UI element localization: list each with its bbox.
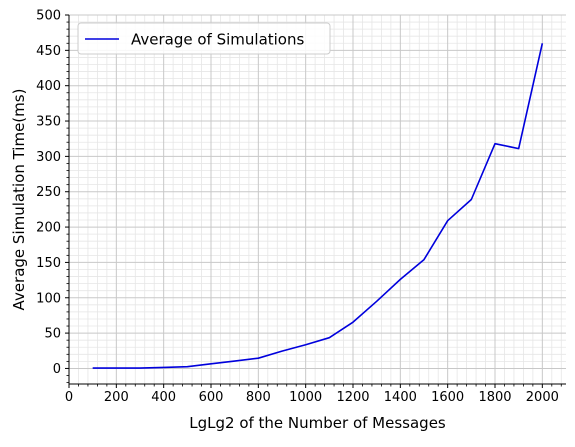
x-tick-label: 1600 bbox=[431, 390, 464, 405]
x-tick-label: 0 bbox=[65, 390, 73, 405]
minor-gridlines bbox=[69, 15, 566, 384]
y-tick-label: 350 bbox=[36, 115, 61, 130]
y-axis-ticks: 0 50 100 150 200 250 300 350 400 450 500 bbox=[36, 9, 69, 383]
y-tick-label: 100 bbox=[36, 291, 61, 306]
legend-label-average-of-simulations: Average of Simulations bbox=[131, 31, 304, 49]
x-tick-label: 800 bbox=[246, 390, 271, 405]
y-tick-label: 150 bbox=[36, 256, 61, 271]
x-tick-label: 2000 bbox=[526, 390, 559, 405]
y-tick-label: 0 bbox=[53, 362, 61, 377]
legend: Average of Simulations bbox=[78, 23, 330, 54]
major-gridlines bbox=[69, 15, 566, 384]
y-tick-label: 50 bbox=[44, 327, 61, 342]
y-axis-label: Average Simulation Time(ms) bbox=[10, 89, 28, 311]
y-tick-label: 450 bbox=[36, 44, 61, 59]
x-tick-label: 1200 bbox=[336, 390, 369, 405]
x-axis-label: LgLg2 of the Number of Messages bbox=[189, 414, 446, 432]
y-tick-label: 250 bbox=[36, 185, 61, 200]
x-tick-label: 600 bbox=[199, 390, 224, 405]
axes bbox=[69, 15, 566, 384]
x-tick-label: 200 bbox=[104, 390, 129, 405]
x-axis-ticks: 0 200 400 600 800 1000 1200 1400 1600 1800 2000 bbox=[65, 384, 561, 405]
x-tick-label: 1400 bbox=[384, 390, 417, 405]
x-tick-label: 1800 bbox=[478, 390, 511, 405]
y-tick-label: 500 bbox=[36, 9, 61, 24]
x-tick-label: 1000 bbox=[289, 390, 322, 405]
y-tick-label: 200 bbox=[36, 221, 61, 236]
y-tick-label: 400 bbox=[36, 79, 61, 94]
x-tick-label: 400 bbox=[151, 390, 176, 405]
y-tick-label: 300 bbox=[36, 150, 61, 165]
